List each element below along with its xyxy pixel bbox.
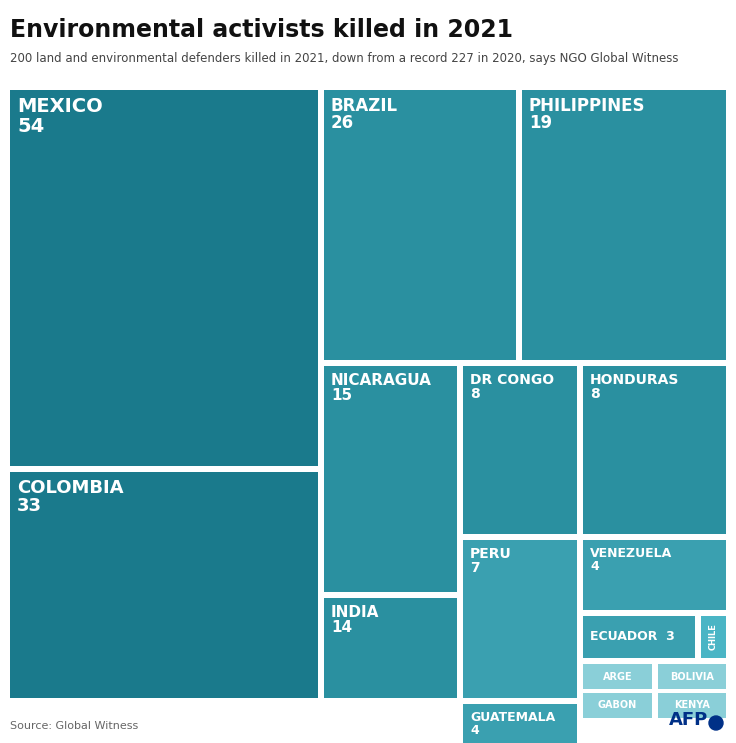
Text: AFP: AFP <box>669 711 708 729</box>
Bar <box>10 472 318 698</box>
Text: COLOMBIA: COLOMBIA <box>17 479 124 497</box>
Bar <box>463 704 577 743</box>
Text: 26: 26 <box>331 114 354 132</box>
Text: ARGE: ARGE <box>603 672 632 681</box>
Text: INDIA: INDIA <box>331 605 379 620</box>
Bar <box>463 540 577 698</box>
Text: 7: 7 <box>470 561 480 575</box>
Text: VENEZUELA: VENEZUELA <box>590 547 672 560</box>
Bar <box>583 616 695 658</box>
Text: Source: Global Witness: Source: Global Witness <box>10 721 138 731</box>
Bar <box>658 664 726 689</box>
Text: BOLIVIA: BOLIVIA <box>670 672 714 681</box>
Bar <box>522 90 726 360</box>
Bar <box>701 616 726 658</box>
Circle shape <box>709 716 723 730</box>
Text: 4: 4 <box>590 559 599 573</box>
Text: 8: 8 <box>590 387 600 401</box>
Bar <box>583 693 652 718</box>
Text: HONDURAS: HONDURAS <box>590 373 679 387</box>
Text: 54: 54 <box>17 117 44 136</box>
Text: NICARAGUA: NICARAGUA <box>331 373 432 388</box>
Text: PHILIPPINES: PHILIPPINES <box>529 97 645 115</box>
Text: 14: 14 <box>331 620 352 635</box>
Text: KENYA: KENYA <box>674 701 710 710</box>
Text: ECUADOR  3: ECUADOR 3 <box>590 631 675 643</box>
Text: 200 land and environmental defenders killed in 2021, down from a record 227 in 2: 200 land and environmental defenders kil… <box>10 52 679 65</box>
Bar <box>10 90 318 466</box>
Text: 33: 33 <box>17 497 42 515</box>
Text: MEXICO: MEXICO <box>17 97 103 116</box>
Text: DR CONGO: DR CONGO <box>470 373 554 387</box>
Bar <box>324 366 457 592</box>
Text: 8: 8 <box>470 387 480 401</box>
Text: GABON: GABON <box>598 701 637 710</box>
Bar <box>324 90 516 360</box>
Text: 19: 19 <box>529 114 552 132</box>
Bar <box>583 366 726 534</box>
Text: Environmental activists killed in 2021: Environmental activists killed in 2021 <box>10 18 513 42</box>
Text: 4: 4 <box>470 724 478 736</box>
Text: 15: 15 <box>331 389 352 403</box>
Text: GUATEMALA: GUATEMALA <box>470 711 555 724</box>
Text: PERU: PERU <box>470 547 512 561</box>
Bar <box>463 366 577 534</box>
Bar <box>324 598 457 698</box>
Bar <box>658 693 726 718</box>
Bar <box>583 540 726 610</box>
Text: CHILE: CHILE <box>709 623 718 650</box>
Bar <box>583 664 652 689</box>
Text: BRAZIL: BRAZIL <box>331 97 398 115</box>
